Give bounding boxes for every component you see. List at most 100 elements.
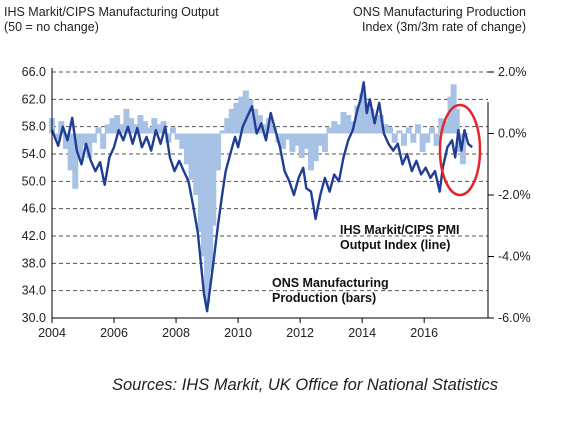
left-tick-label: 54.0 [22,147,46,161]
production-bar [104,124,111,134]
production-bar [428,127,435,134]
production-bar [128,118,135,134]
production-bar [284,133,291,140]
production-bar [335,124,342,134]
production-bar [142,121,149,134]
production-bar [331,121,338,134]
production-bar [123,108,130,134]
production-bar [179,133,186,149]
production-bar [114,115,121,134]
production-bar [200,133,207,257]
production-bar [100,133,107,149]
line-label-1: IHS Markit/CIPS PMI [340,223,459,237]
line-label-2: Output Index (line) [340,238,450,252]
production-bar [419,133,426,152]
production-bar [410,133,417,143]
production-bar [137,115,144,134]
production-bar [433,133,440,146]
production-bar [326,127,333,134]
right-tick-label: 0.0% [498,127,527,141]
right-tick-label: -4.0% [498,250,531,264]
production-bar [438,118,445,134]
production-bar [405,127,412,134]
right-axis-title: ONS Manufacturing Production Index (3m/3… [353,5,526,35]
production-bar [76,133,83,159]
source-note: Sources: IHS Markit, UK Office for Natio… [112,376,499,394]
production-bar [188,133,195,180]
left-tick-label: 58.0 [22,120,46,134]
production-bar [95,127,102,134]
production-bar [204,133,211,303]
production-bar [58,121,65,134]
left-axis-title-line1: IHS Markit/CIPS Manufacturing Output [4,5,219,19]
ons-production-bars [49,84,470,303]
production-bar [414,124,421,134]
production-bar [359,93,366,134]
production-bar [447,96,454,134]
production-bar [160,121,167,134]
production-bar [459,133,466,165]
gridlines [52,71,488,292]
production-bar [62,133,69,149]
pmi-output-line [50,81,473,313]
production-bar [396,130,403,134]
annotations: IHS Markit/CIPS PMI Output Index (line) … [272,223,459,305]
left-tick-label: 66.0 [22,65,46,79]
production-bar [165,133,172,143]
right-axis-title-line1: ONS Manufacturing Production [352,5,526,19]
production-bar [382,124,389,134]
left-axis-subtitle: (50 = no change) [4,20,99,34]
production-bar [207,133,214,272]
production-bar [377,115,384,134]
bar-label-2: Production (bars) [272,291,376,305]
production-bar [238,96,245,134]
left-tick-label: 62.0 [22,92,46,106]
left-tick-label: 30.0 [22,311,46,325]
production-bar [247,99,254,134]
pmi-line-path [50,81,473,313]
production-bar [340,111,347,134]
production-bar [174,133,181,140]
left-tick-label: 42.0 [22,229,46,243]
production-bar [193,133,200,195]
x-tick-label: 2010 [224,326,252,340]
production-bar [270,127,277,134]
production-bar [312,133,319,162]
x-tick-label: 2008 [162,326,190,340]
production-bar [261,124,268,134]
production-bar [424,133,431,143]
production-bar [242,90,249,134]
production-bar [169,127,176,134]
production-bar [210,133,217,226]
production-bar [214,133,221,171]
production-bar [280,133,287,149]
production-bar [317,133,324,146]
x-tick-label: 2014 [348,326,376,340]
x-tick-label: 2004 [38,326,66,340]
production-bar [197,133,204,232]
production-bar [345,115,352,134]
production-bar [118,124,125,134]
production-bar [183,133,190,165]
x-tick-label: 2012 [286,326,314,340]
production-bar [72,133,79,189]
right-tick-label: -2.0% [498,188,531,202]
highlight-circle [438,103,482,197]
left-tick-label: 46.0 [22,202,46,216]
production-bar [151,118,158,134]
production-bar [450,84,457,134]
production-bar [289,133,296,152]
production-bar [156,124,162,134]
bar-label-1: ONS Manufacturing [272,276,389,290]
production-bar [86,133,93,159]
production-bar [391,133,398,143]
left-tick-label: 34.0 [22,284,46,298]
production-bar [81,133,88,146]
production-bar [368,108,375,134]
right-axis-subtitle: Index (3m/3m rate of change) [362,20,526,34]
production-bar [228,108,235,134]
production-bar [219,130,226,134]
production-bar [298,133,305,159]
right-tick-label: 2.0% [498,65,527,79]
production-bar [387,127,394,134]
